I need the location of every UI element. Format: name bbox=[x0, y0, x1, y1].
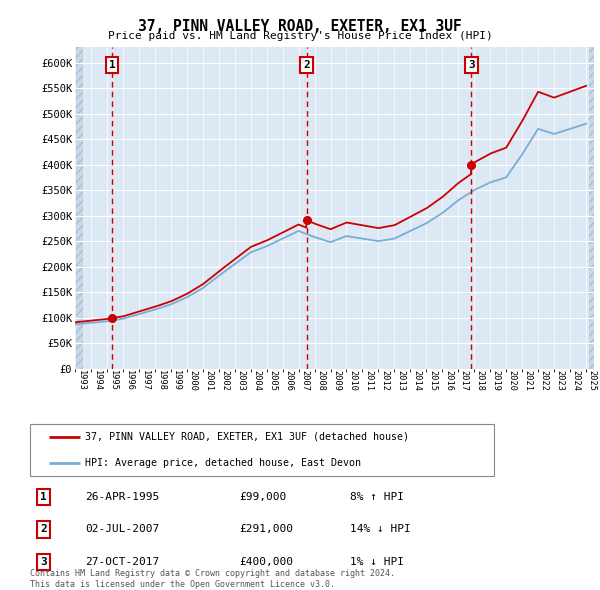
Text: 2005: 2005 bbox=[268, 370, 277, 391]
Text: 2: 2 bbox=[303, 60, 310, 70]
Text: 02-JUL-2007: 02-JUL-2007 bbox=[85, 525, 160, 535]
Text: 2015: 2015 bbox=[428, 370, 437, 391]
Text: 2002: 2002 bbox=[220, 370, 229, 391]
Text: 2000: 2000 bbox=[188, 370, 197, 391]
Text: 2018: 2018 bbox=[476, 370, 485, 391]
Text: 2012: 2012 bbox=[380, 370, 389, 391]
Text: 2020: 2020 bbox=[508, 370, 517, 391]
Text: 1: 1 bbox=[40, 493, 47, 502]
Text: 2022: 2022 bbox=[540, 370, 549, 391]
Bar bbox=[589, 47, 594, 369]
Text: 8% ↑ HPI: 8% ↑ HPI bbox=[350, 493, 404, 502]
Text: 2006: 2006 bbox=[284, 370, 293, 391]
Text: £291,000: £291,000 bbox=[240, 525, 294, 535]
Text: 2: 2 bbox=[40, 525, 47, 535]
Text: 2025: 2025 bbox=[587, 370, 596, 391]
Text: 2001: 2001 bbox=[205, 370, 214, 391]
Text: 3: 3 bbox=[468, 60, 475, 70]
Text: 1998: 1998 bbox=[157, 370, 166, 391]
Text: 2021: 2021 bbox=[524, 370, 533, 391]
Text: 2016: 2016 bbox=[444, 370, 453, 391]
Text: 1999: 1999 bbox=[172, 370, 181, 391]
Text: 2023: 2023 bbox=[556, 370, 565, 391]
FancyBboxPatch shape bbox=[30, 424, 494, 476]
Text: Contains HM Land Registry data © Crown copyright and database right 2024.
This d: Contains HM Land Registry data © Crown c… bbox=[30, 569, 395, 589]
Text: 37, PINN VALLEY ROAD, EXETER, EX1 3UF: 37, PINN VALLEY ROAD, EXETER, EX1 3UF bbox=[138, 19, 462, 34]
Text: 2009: 2009 bbox=[332, 370, 341, 391]
Text: 2007: 2007 bbox=[300, 370, 309, 391]
Text: 1996: 1996 bbox=[125, 370, 134, 391]
Text: 27-OCT-2017: 27-OCT-2017 bbox=[85, 556, 160, 566]
Text: Price paid vs. HM Land Registry's House Price Index (HPI): Price paid vs. HM Land Registry's House … bbox=[107, 31, 493, 41]
Text: 2024: 2024 bbox=[572, 370, 581, 391]
Text: 26-APR-1995: 26-APR-1995 bbox=[85, 493, 160, 502]
Text: 2010: 2010 bbox=[348, 370, 357, 391]
Text: 2014: 2014 bbox=[412, 370, 421, 391]
Text: £400,000: £400,000 bbox=[240, 556, 294, 566]
Text: 1993: 1993 bbox=[77, 370, 86, 391]
Text: 1994: 1994 bbox=[92, 370, 101, 391]
Text: 14% ↓ HPI: 14% ↓ HPI bbox=[350, 525, 411, 535]
Text: HPI: Average price, detached house, East Devon: HPI: Average price, detached house, East… bbox=[85, 458, 361, 468]
Text: 37, PINN VALLEY ROAD, EXETER, EX1 3UF (detached house): 37, PINN VALLEY ROAD, EXETER, EX1 3UF (d… bbox=[85, 432, 409, 442]
Text: £99,000: £99,000 bbox=[240, 493, 287, 502]
Text: 2008: 2008 bbox=[316, 370, 325, 391]
Text: 2011: 2011 bbox=[364, 370, 373, 391]
Text: 2003: 2003 bbox=[236, 370, 245, 391]
Text: 1% ↓ HPI: 1% ↓ HPI bbox=[350, 556, 404, 566]
Text: 2013: 2013 bbox=[396, 370, 405, 391]
Text: 1995: 1995 bbox=[109, 370, 118, 391]
Text: 1: 1 bbox=[109, 60, 115, 70]
Bar bbox=[75, 47, 83, 369]
Text: 1997: 1997 bbox=[140, 370, 149, 391]
Text: 2017: 2017 bbox=[460, 370, 469, 391]
Text: 3: 3 bbox=[40, 556, 47, 566]
Text: 2019: 2019 bbox=[492, 370, 501, 391]
Text: 2004: 2004 bbox=[252, 370, 261, 391]
